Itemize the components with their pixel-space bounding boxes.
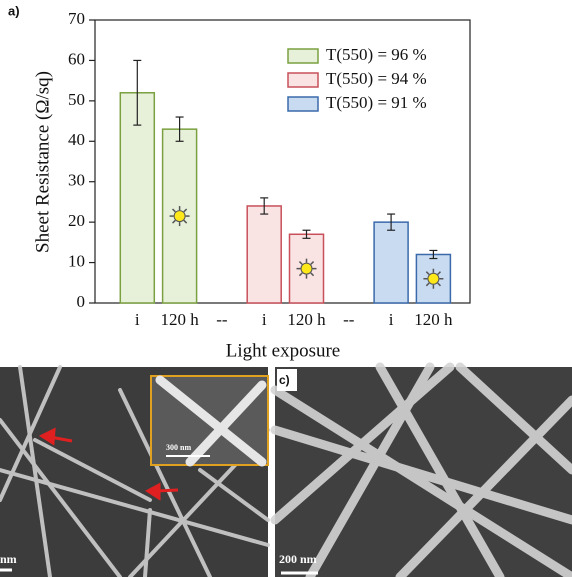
x-tick-label: -- [216, 310, 228, 329]
sun-ray [310, 261, 315, 265]
y-tick-label: 0 [77, 292, 86, 311]
x-tick-label: i [262, 310, 267, 329]
sun-ray [183, 219, 188, 224]
sun-icon [300, 262, 313, 275]
bar [373, 221, 409, 304]
error-bar [175, 116, 184, 142]
legend-label: T(550) = 91 % [326, 93, 427, 112]
y-tick-label: 20 [68, 211, 85, 230]
legend-swatch [287, 72, 319, 88]
y-tick-label: 10 [68, 251, 85, 270]
error-bar [387, 213, 396, 231]
sun-ray [171, 219, 176, 224]
sun-ray [437, 271, 442, 276]
sun-ray [425, 271, 430, 276]
plot-frame [94, 19, 471, 304]
sun-icon [173, 210, 186, 223]
sem-image-c [270, 362, 572, 577]
scale-label: nm [0, 552, 17, 566]
legend-label: T(550) = 96 % [326, 45, 427, 64]
x-tick-label: -- [343, 310, 355, 329]
error-bar [260, 197, 269, 215]
x-tick-label: 120 h [414, 310, 453, 329]
error-bar [133, 59, 142, 126]
sun-ray [437, 282, 442, 287]
y-axis-title: Sheet Resistance (Ω/sq) [32, 71, 53, 253]
y-tick-label: 30 [68, 171, 85, 190]
error-bar [429, 249, 438, 260]
inset-scale-label: 300 nm [166, 443, 191, 452]
y-tick-label: 50 [68, 90, 85, 109]
panel-label: a) [8, 3, 20, 18]
y-tick-label: 40 [68, 130, 85, 149]
error-bar [302, 229, 311, 239]
sun-ray [310, 272, 315, 277]
sun-ray [425, 282, 430, 287]
x-tick-label: i [135, 310, 140, 329]
x-axis-title: Light exposure [226, 340, 341, 361]
sun-ray [183, 208, 188, 213]
legend-swatch [287, 96, 319, 112]
x-tick-label: 120 h [287, 310, 326, 329]
sun-ray [298, 272, 303, 277]
legend-swatch [287, 48, 319, 64]
sem-image-b [0, 365, 270, 577]
sun-ray [298, 261, 303, 265]
legend-label: T(550) = 94 % [326, 69, 427, 88]
y-tick-label: 70 [68, 9, 85, 28]
panel-label: c) [279, 373, 290, 387]
x-tick-label: i [389, 310, 394, 329]
x-tick-label: 120 h [160, 310, 199, 329]
sun-icon [427, 272, 440, 285]
sun-ray [171, 208, 176, 213]
scale-label: 200 nm [279, 552, 317, 566]
bar [246, 205, 282, 304]
y-tick-label: 60 [68, 49, 85, 68]
